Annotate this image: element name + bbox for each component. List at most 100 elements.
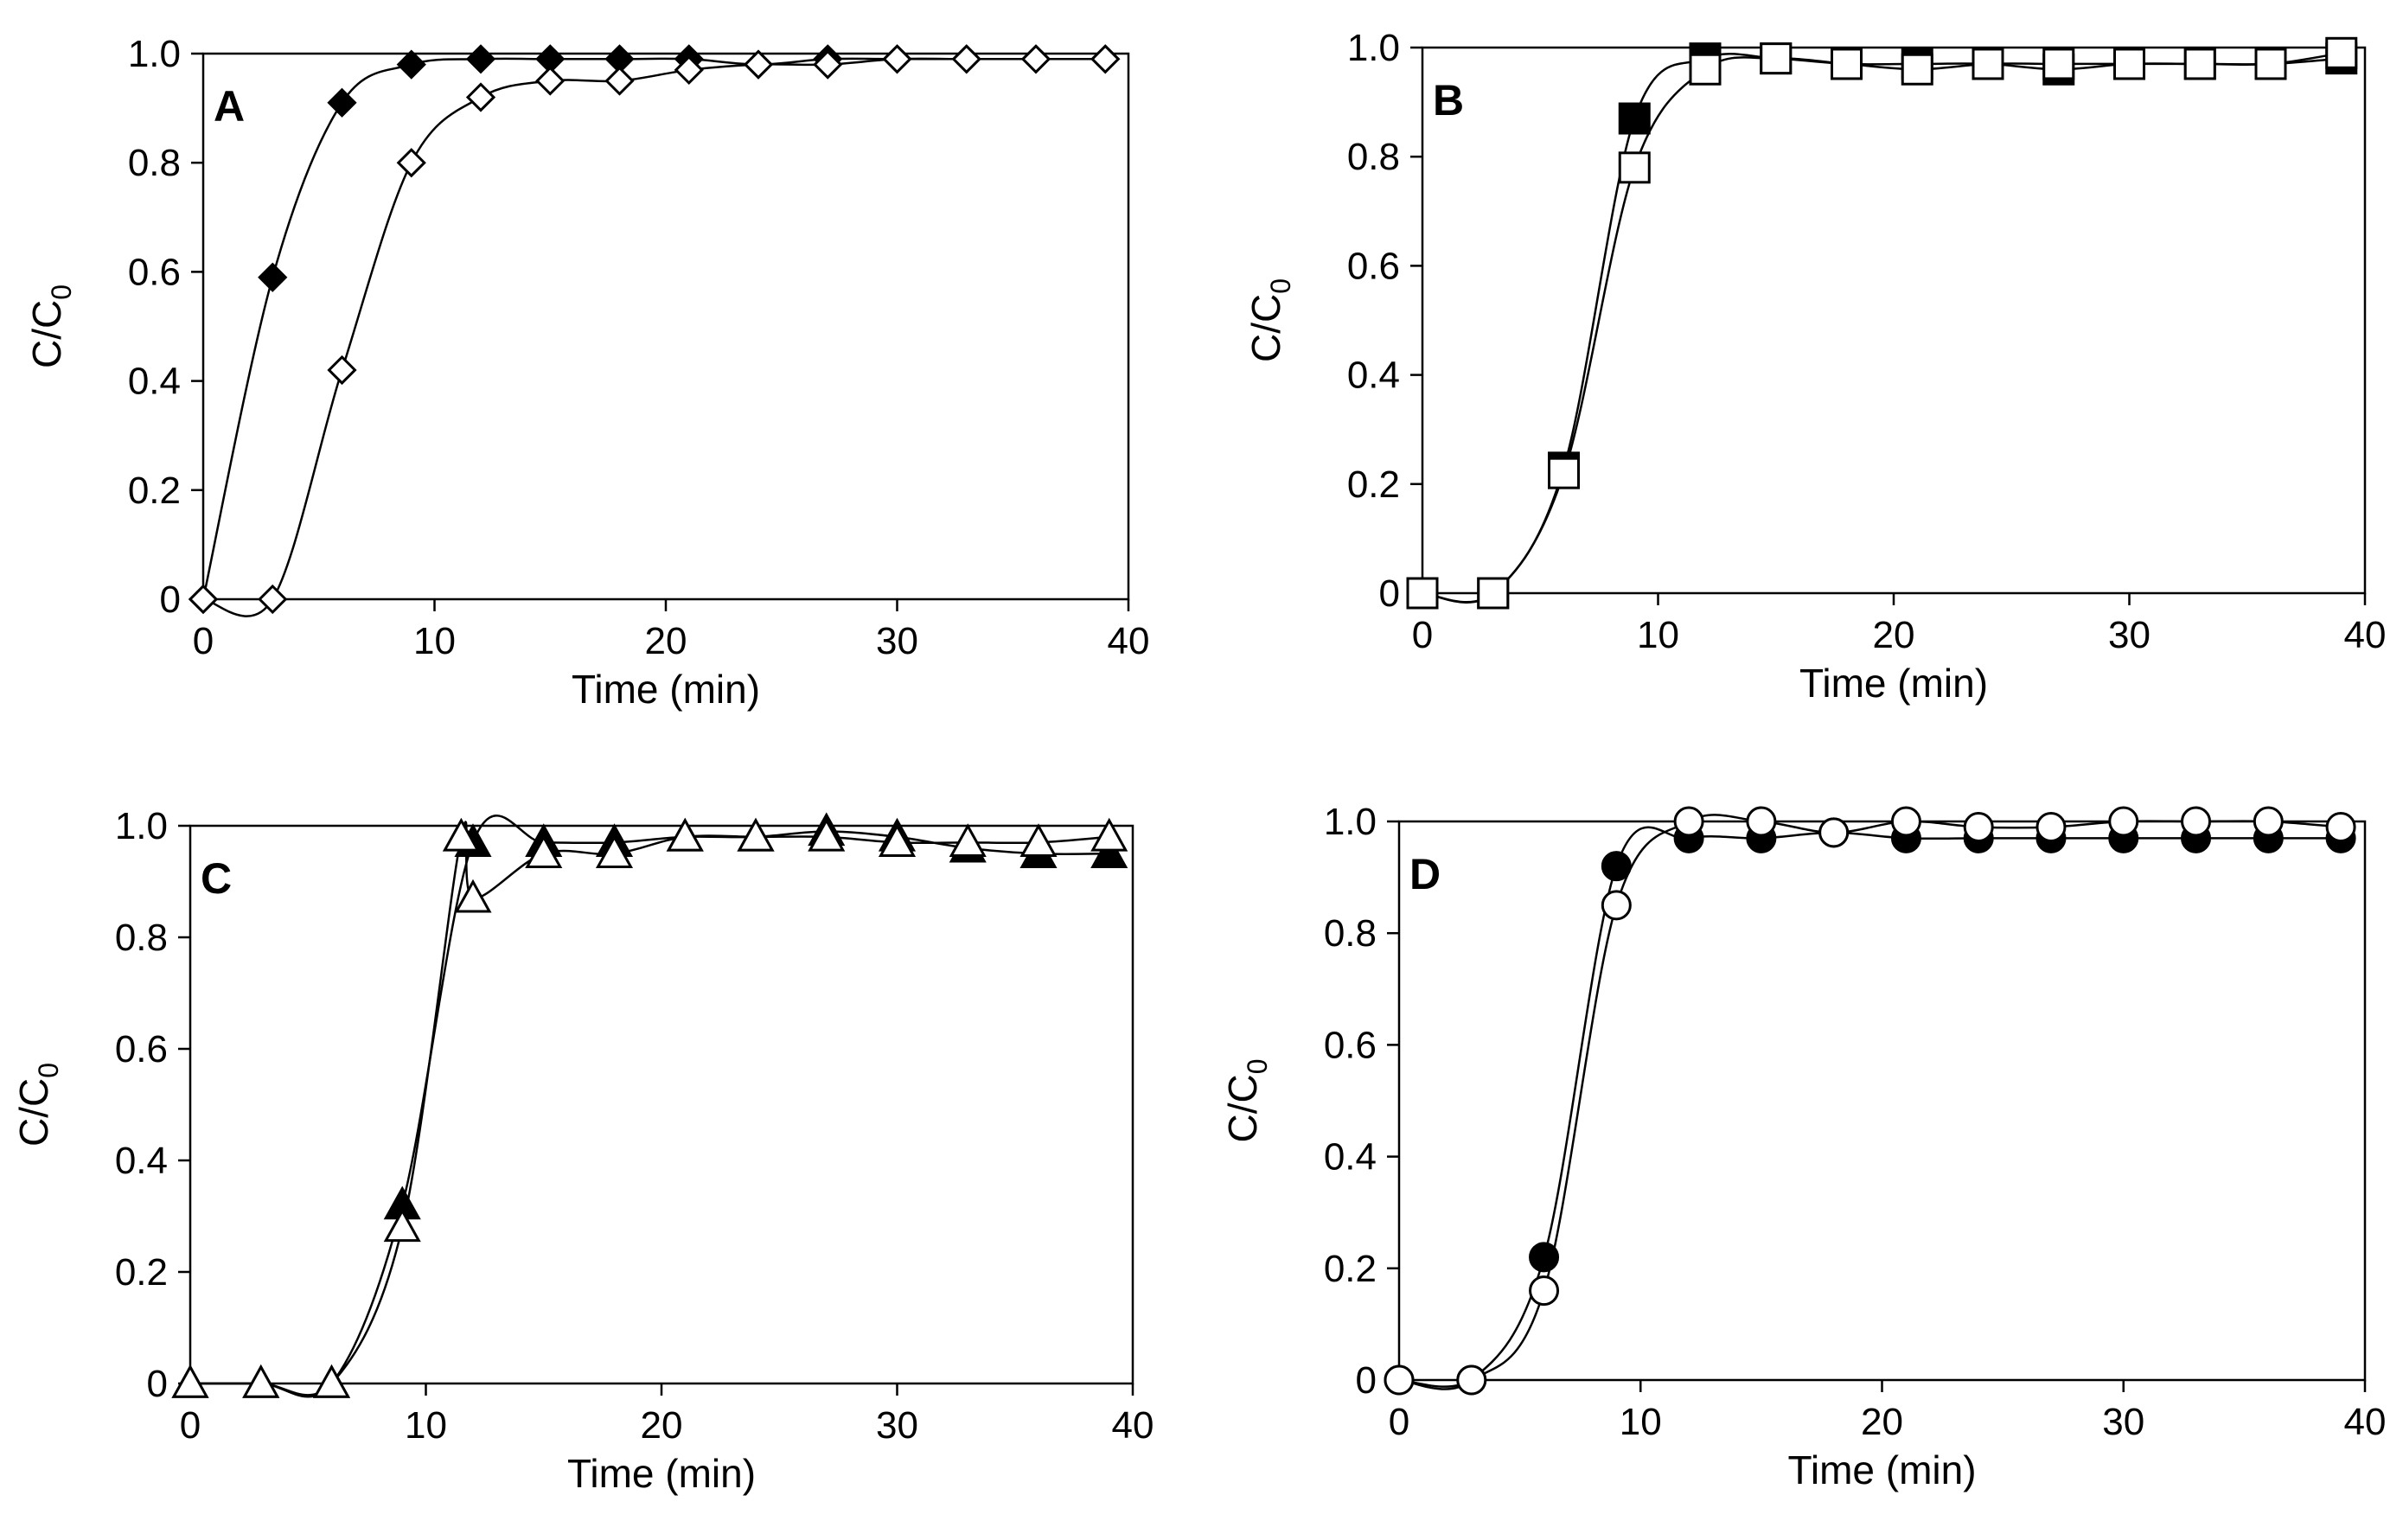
panel-c-ytick-label: 0.2 bbox=[115, 1251, 168, 1294]
panel-d-series-1-point bbox=[1601, 851, 1632, 882]
panel-a-xtick-label: 20 bbox=[645, 620, 687, 662]
panel-a-xlabel: Time (min) bbox=[572, 667, 760, 712]
panel-c-ylabel-main: C/C bbox=[11, 1078, 56, 1147]
panel-b-series-2-point bbox=[1901, 53, 1933, 86]
panel-d-series-2-point bbox=[1890, 806, 1921, 837]
panel-d-series-2-point bbox=[2036, 811, 2067, 842]
panel-a-ytick-label: 0.8 bbox=[128, 142, 181, 184]
panel-b-series-2-point bbox=[2325, 36, 2358, 69]
panel-c-series-2-point bbox=[454, 879, 492, 913]
panel-d-series-2-point bbox=[2253, 806, 2284, 837]
panel-c-series-2-point bbox=[312, 1364, 351, 1398]
panel-d-series-2-point bbox=[1384, 1364, 1415, 1396]
panel-a-series-2-point bbox=[674, 54, 704, 86]
panel-b-xtick-label: 30 bbox=[2108, 614, 2151, 656]
panel-a-series-2-point bbox=[743, 49, 774, 80]
panel-a-series-2-point bbox=[813, 49, 843, 80]
panel-c-series-2-point bbox=[949, 823, 987, 858]
panel-c-frame bbox=[189, 824, 1134, 1385]
panel-c-ytick-label: 0.4 bbox=[115, 1140, 168, 1182]
panel-d-series-2-point bbox=[2325, 811, 2356, 842]
panel-c-series-2-curve bbox=[190, 821, 1109, 1396]
panel-a-ylabel: C/C0 bbox=[24, 284, 77, 368]
panel-c-xtick-label: 40 bbox=[1112, 1404, 1154, 1447]
panel-a-series-2-point bbox=[396, 148, 426, 178]
panel-b-series-2-point bbox=[1972, 48, 2004, 80]
panel-a-series-2-point bbox=[882, 44, 912, 74]
panel-b-label: B bbox=[1433, 76, 1464, 125]
panel-b-xtick-label: 0 bbox=[1412, 614, 1433, 656]
panel-c-series-2-point bbox=[878, 823, 917, 858]
panel-b-series-2-point bbox=[2113, 48, 2145, 80]
panel-c-ytick-label: 0 bbox=[147, 1363, 168, 1405]
panel-d-ytick-label: 0.8 bbox=[1324, 912, 1377, 955]
panel-d-ytick-label: 0.6 bbox=[1324, 1024, 1377, 1066]
panel-d-series-2-point bbox=[1746, 806, 1777, 837]
panel-b-series-2-point bbox=[1831, 48, 1863, 80]
panel-a-ytick-label: 0 bbox=[160, 578, 181, 621]
panel-c-series-2-point bbox=[525, 834, 563, 868]
panel-b-series-2-point bbox=[2254, 48, 2287, 80]
panel-a-xtick-label: 10 bbox=[413, 620, 456, 662]
panel-c-label: C bbox=[201, 854, 232, 903]
panel-b-series-2-point bbox=[2183, 48, 2216, 80]
panel-c-xtick-label: 0 bbox=[180, 1404, 201, 1447]
panel-d-xtick-label: 10 bbox=[1620, 1401, 1662, 1443]
panel-b-series-1-point bbox=[1618, 102, 1651, 135]
panel-a-xtick-label: 0 bbox=[193, 620, 214, 662]
panel-a-xtick-label: 30 bbox=[876, 620, 918, 662]
panel-a-ytick-label: 0.4 bbox=[128, 361, 181, 403]
panel-a-ylabel-subscript: 0 bbox=[46, 284, 77, 300]
panel-c-series-2-point bbox=[1090, 817, 1128, 852]
panel-c-xtick-label: 20 bbox=[641, 1404, 683, 1447]
panel-b-xlabel: Time (min) bbox=[1799, 661, 1988, 706]
panel-c-series-2-point bbox=[808, 817, 846, 852]
panel-d-series-2-point bbox=[2108, 806, 2139, 837]
panel-b-series-2-point bbox=[1760, 42, 1793, 75]
panel-b-ytick-label: 0.2 bbox=[1347, 463, 1400, 506]
panel-b-series-2-curve bbox=[1422, 52, 2342, 604]
panel-b-series-2-point bbox=[1618, 151, 1651, 184]
panel-b-xtick-label: 20 bbox=[1873, 614, 1915, 656]
panel-d-xtick-label: 20 bbox=[1861, 1401, 1903, 1443]
panel-d-ylabel-main: C/C bbox=[1220, 1074, 1265, 1142]
panel-c-ytick-label: 0.6 bbox=[115, 1028, 168, 1070]
panel-c-series-2-point bbox=[1019, 823, 1058, 858]
panel-a-xtick-label: 40 bbox=[1108, 620, 1150, 662]
panel-b-series-2-point bbox=[1689, 53, 1722, 86]
panel-a-frame bbox=[201, 52, 1130, 601]
panel-b-ylabel: C/C0 bbox=[1243, 278, 1296, 362]
panel-c-ylabel-subscript: 0 bbox=[33, 1063, 64, 1078]
panel-b-xtick-label: 40 bbox=[2344, 614, 2387, 656]
panel-c-series-2-point bbox=[442, 817, 480, 852]
panel-a-series-2-point bbox=[535, 66, 566, 96]
panel-a-series-1-point bbox=[258, 262, 288, 292]
panel-c-xtick-label: 30 bbox=[876, 1404, 918, 1447]
panel-d-label: D bbox=[1409, 850, 1441, 898]
panel-a-series-1-point bbox=[396, 49, 426, 80]
panel-a-series-2-point bbox=[951, 44, 981, 74]
panel-a-series-2-point bbox=[465, 82, 496, 112]
panel-c-xlabel: Time (min) bbox=[567, 1451, 756, 1496]
panel-c-series-2-point bbox=[666, 817, 704, 852]
panel-a-series-2-point bbox=[604, 66, 635, 96]
panel-c-series-2-point bbox=[595, 834, 634, 868]
panel-a-series-2-point bbox=[188, 584, 219, 615]
panel-c-series-2-point bbox=[737, 817, 775, 852]
panel-a-ytick-label: 0.2 bbox=[128, 470, 181, 512]
panel-d-series-2-point bbox=[2181, 806, 2212, 837]
panel-a-ytick-label: 1.0 bbox=[128, 33, 181, 75]
panel-a-series-1-curve bbox=[201, 57, 1106, 600]
panel-b-series-2-point bbox=[1548, 457, 1580, 489]
panel-d-series-2-point bbox=[1456, 1364, 1487, 1396]
panel-b-ylabel-main: C/C bbox=[1243, 294, 1288, 362]
panel-d-series-1-point bbox=[1529, 1242, 1560, 1273]
panel-b-ytick-label: 0.4 bbox=[1347, 355, 1400, 397]
panel-a-ylabel-main: C/C bbox=[24, 300, 69, 368]
panel-b-series-2-point bbox=[1406, 577, 1439, 610]
panel-c-series-2-point bbox=[171, 1364, 209, 1398]
panel-d-xtick-label: 30 bbox=[2102, 1401, 2144, 1443]
